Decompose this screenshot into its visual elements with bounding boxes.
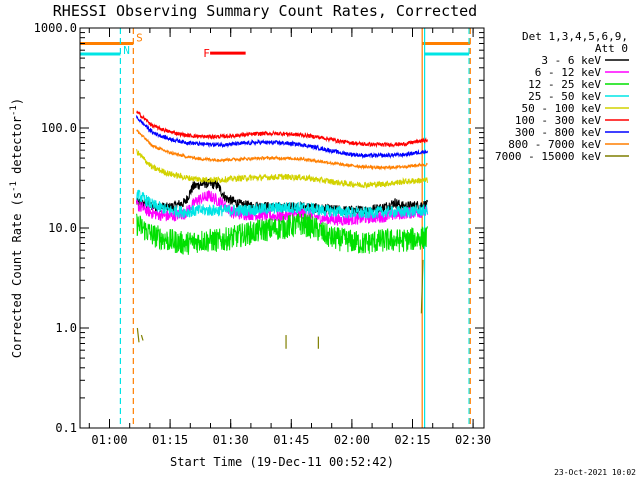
y-tick-label-4: 1000.0: [34, 21, 77, 35]
series-line-5: [136, 110, 428, 149]
generation-date: 23-Oct-2021 10:02: [554, 468, 636, 477]
x-axis-label: Start Time (19-Dec-11 00:52:42): [170, 455, 394, 469]
x-tick-label-2: 01:30: [213, 433, 249, 447]
y-axis-label: Corrected Count Rate (s-1 detector-1): [9, 98, 24, 358]
x-tick-label-5: 02:15: [394, 433, 430, 447]
legend-label-7: 800 - 7000 keV: [508, 138, 601, 151]
y-tick-label-2: 10.0: [48, 221, 77, 235]
x-axis: 01:00 01:15 01:30 01:45 02:00 02:15 02:30: [88, 28, 491, 447]
annotation-2: F: [203, 47, 210, 60]
annotation-0: S: [136, 32, 143, 45]
legend-header-line1: Det 1,3,4,5,6,9,: [522, 30, 628, 43]
y-tick-label-0: 0.1: [55, 421, 77, 435]
x-tick-label-1: 01:15: [152, 433, 188, 447]
high-energy-fragment-0: [136, 327, 140, 343]
x-tick-label-6: 02:30: [455, 433, 491, 447]
x-tick-label-4: 02:00: [334, 433, 370, 447]
series-line-3: [136, 189, 428, 219]
legend-label-6: 300 - 800 keV: [515, 126, 601, 139]
y-tick-label-3: 100.0: [41, 121, 77, 135]
legend-label-1: 6 - 12 keV: [535, 66, 602, 79]
legend-label-5: 100 - 300 keV: [515, 114, 601, 127]
high-energy-fragment-1: [140, 334, 144, 341]
legend-label-8: 7000 - 15000 keV: [495, 150, 601, 163]
chart-title: RHESSI Observing Summary Count Rates, Co…: [53, 2, 477, 20]
series-line-4: [136, 149, 428, 190]
x-tick-label-3: 01:45: [273, 433, 309, 447]
series-line-2: [136, 213, 428, 255]
series-line-6: [136, 115, 428, 160]
legend-label-2: 12 - 25 keV: [528, 78, 601, 91]
plot-area: SN F: [80, 28, 471, 428]
legend-header-line2: Att 0: [595, 42, 628, 55]
y-tick-label-1: 1.0: [55, 321, 77, 335]
series-line-7: [136, 129, 428, 171]
legend-label-0: 3 - 6 keV: [541, 54, 601, 67]
x-tick-label-0: 01:00: [91, 433, 127, 447]
legend-label-3: 25 - 50 keV: [528, 90, 601, 103]
legend-label-4: 50 - 100 keV: [522, 102, 602, 115]
y-axis: 0.1 1.0 10.0 100.0 1000.0: [34, 21, 484, 435]
high-energy-fragment-4: [420, 259, 424, 314]
annotation-1: N: [123, 44, 130, 57]
